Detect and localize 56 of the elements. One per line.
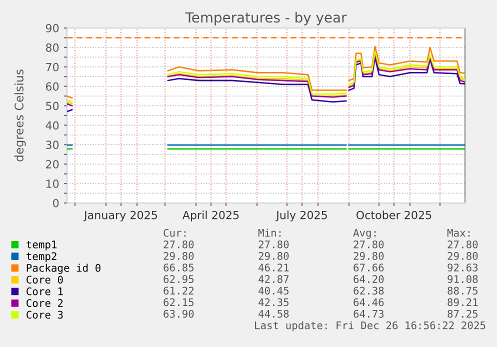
text: 27.80 <box>354 240 384 248</box>
text: 92.63 <box>448 264 478 272</box>
text: Min: <box>258 228 281 237</box>
text: 87.25 <box>448 310 478 318</box>
text: 27.80 <box>258 240 289 248</box>
text: 89.21 <box>448 298 478 306</box>
legend-label: Core 0 <box>26 276 63 284</box>
text: 42.87 <box>258 275 289 284</box>
text: 62.38 <box>354 286 384 295</box>
text: 27.80 <box>164 240 194 248</box>
text: Last update: Fri Dec 26 16:56:22 2025 <box>255 321 486 332</box>
text: 64.46 <box>354 298 384 306</box>
text: 29.80 <box>258 252 289 260</box>
y-tick-label: 60 <box>46 82 59 91</box>
text: 29.80 <box>354 252 384 260</box>
text: Avg: <box>353 228 376 239</box>
legend-label: Core 3 <box>26 310 63 319</box>
x-tick-label: October 2025 <box>356 210 432 220</box>
y-tick-label: 40 <box>46 121 59 130</box>
text: 67.66 <box>354 264 384 272</box>
text: 62.15 <box>164 298 194 306</box>
y-tick-label: 70 <box>46 62 59 72</box>
text: 91.08 <box>448 275 478 284</box>
text: Max: <box>447 229 470 237</box>
text: 63.90 <box>164 310 194 318</box>
text: 62.95 <box>164 275 194 284</box>
text: 29.80 <box>448 252 478 260</box>
text: 88.75 <box>448 286 478 295</box>
text: 27.80 <box>448 240 478 248</box>
text: 42.35 <box>258 298 289 306</box>
legend-label: temp1 <box>26 240 57 250</box>
legend-label: Core 1 <box>26 287 63 296</box>
text: 40.45 <box>258 286 289 295</box>
legend-label: Core 2 <box>26 299 63 307</box>
chart-title: Temperatures - by year <box>185 12 347 26</box>
text: 64.73 <box>354 310 384 318</box>
text: 66.85 <box>164 264 194 272</box>
y-tick-label: 20 <box>46 160 59 168</box>
text: 64.20 <box>354 275 384 284</box>
text: 61.22 <box>164 286 194 295</box>
text: Cur: <box>164 228 186 237</box>
y-tick-label: 50 <box>46 102 59 110</box>
y-tick-label: 30 <box>46 140 59 150</box>
text: 29.80 <box>164 252 194 260</box>
y-tick-label: 10 <box>46 180 59 188</box>
legend-label: temp2 <box>26 252 56 262</box>
legend-label: Package id 0 <box>26 264 100 274</box>
text: 44.58 <box>258 310 289 318</box>
x-tick-label: April 2025 <box>182 210 239 222</box>
y-tick-label: 0 <box>53 198 59 208</box>
x-tick-label: January 2025 <box>83 210 157 222</box>
text: 46.21 <box>258 264 289 272</box>
y-tick-label: 80 <box>46 43 59 52</box>
x-tick-label: July 2025 <box>276 210 327 222</box>
y-tick-label: 90 <box>46 24 59 32</box>
y-axis-title: degrees Celsius <box>14 70 26 162</box>
